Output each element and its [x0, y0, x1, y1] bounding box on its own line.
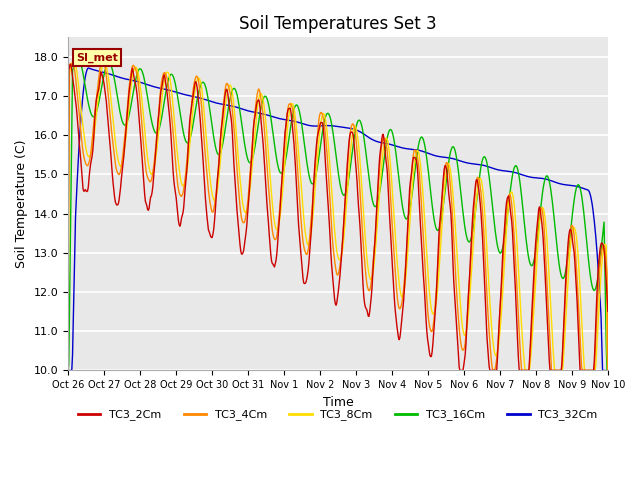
TC3_32Cm	[604, 368, 612, 373]
TC3_4Cm	[74, 96, 82, 102]
TC3_8Cm	[70, 58, 78, 64]
TC3_32Cm	[214, 100, 221, 106]
TC3_8Cm	[131, 67, 138, 72]
TC3_32Cm	[404, 146, 412, 152]
TC3_8Cm	[64, 349, 72, 355]
TC3_16Cm	[404, 214, 412, 219]
TC3_2Cm	[604, 309, 612, 314]
TC3_2Cm	[131, 75, 138, 81]
Line: TC3_4Cm: TC3_4Cm	[68, 61, 608, 371]
TC3_8Cm	[522, 368, 529, 373]
Text: SI_met: SI_met	[76, 53, 118, 63]
TC3_2Cm	[404, 214, 412, 219]
TC3_16Cm	[75, 55, 83, 60]
TC3_16Cm	[420, 139, 428, 144]
TC3_4Cm	[489, 368, 497, 373]
TC3_4Cm	[185, 133, 193, 139]
TC3_8Cm	[404, 245, 412, 251]
TC3_4Cm	[404, 221, 412, 227]
Title: Soil Temperatures Set 3: Soil Temperatures Set 3	[239, 15, 436, 33]
Legend: TC3_2Cm, TC3_4Cm, TC3_8Cm, TC3_16Cm, TC3_32Cm: TC3_2Cm, TC3_4Cm, TC3_8Cm, TC3_16Cm, TC3…	[74, 405, 602, 425]
Line: TC3_8Cm: TC3_8Cm	[68, 61, 608, 371]
Line: TC3_2Cm: TC3_2Cm	[68, 64, 608, 371]
TC3_32Cm	[420, 149, 428, 155]
TC3_16Cm	[214, 151, 221, 156]
TC3_2Cm	[67, 61, 74, 67]
TC3_2Cm	[75, 132, 83, 138]
TC3_16Cm	[64, 368, 72, 373]
X-axis label: Time: Time	[323, 396, 353, 408]
TC3_8Cm	[75, 83, 83, 88]
TC3_4Cm	[420, 243, 428, 249]
TC3_8Cm	[420, 204, 428, 210]
TC3_4Cm	[131, 63, 138, 69]
TC3_4Cm	[604, 368, 612, 373]
Line: TC3_16Cm: TC3_16Cm	[68, 57, 608, 371]
TC3_2Cm	[420, 280, 428, 286]
TC3_32Cm	[131, 78, 138, 84]
TC3_4Cm	[99, 59, 107, 64]
TC3_4Cm	[64, 298, 72, 304]
TC3_16Cm	[131, 85, 138, 91]
TC3_8Cm	[214, 186, 221, 192]
TC3_2Cm	[185, 131, 193, 137]
TC3_16Cm	[74, 54, 82, 60]
TC3_32Cm	[84, 65, 92, 71]
TC3_32Cm	[74, 166, 82, 172]
TC3_16Cm	[604, 368, 612, 373]
TC3_2Cm	[64, 368, 72, 373]
TC3_32Cm	[64, 368, 72, 373]
TC3_8Cm	[185, 151, 193, 157]
TC3_16Cm	[185, 139, 193, 144]
TC3_32Cm	[185, 93, 193, 98]
Line: TC3_32Cm: TC3_32Cm	[68, 68, 608, 371]
Y-axis label: Soil Temperature (C): Soil Temperature (C)	[15, 140, 28, 268]
TC3_8Cm	[604, 368, 612, 373]
TC3_2Cm	[214, 176, 221, 182]
TC3_4Cm	[214, 177, 221, 182]
